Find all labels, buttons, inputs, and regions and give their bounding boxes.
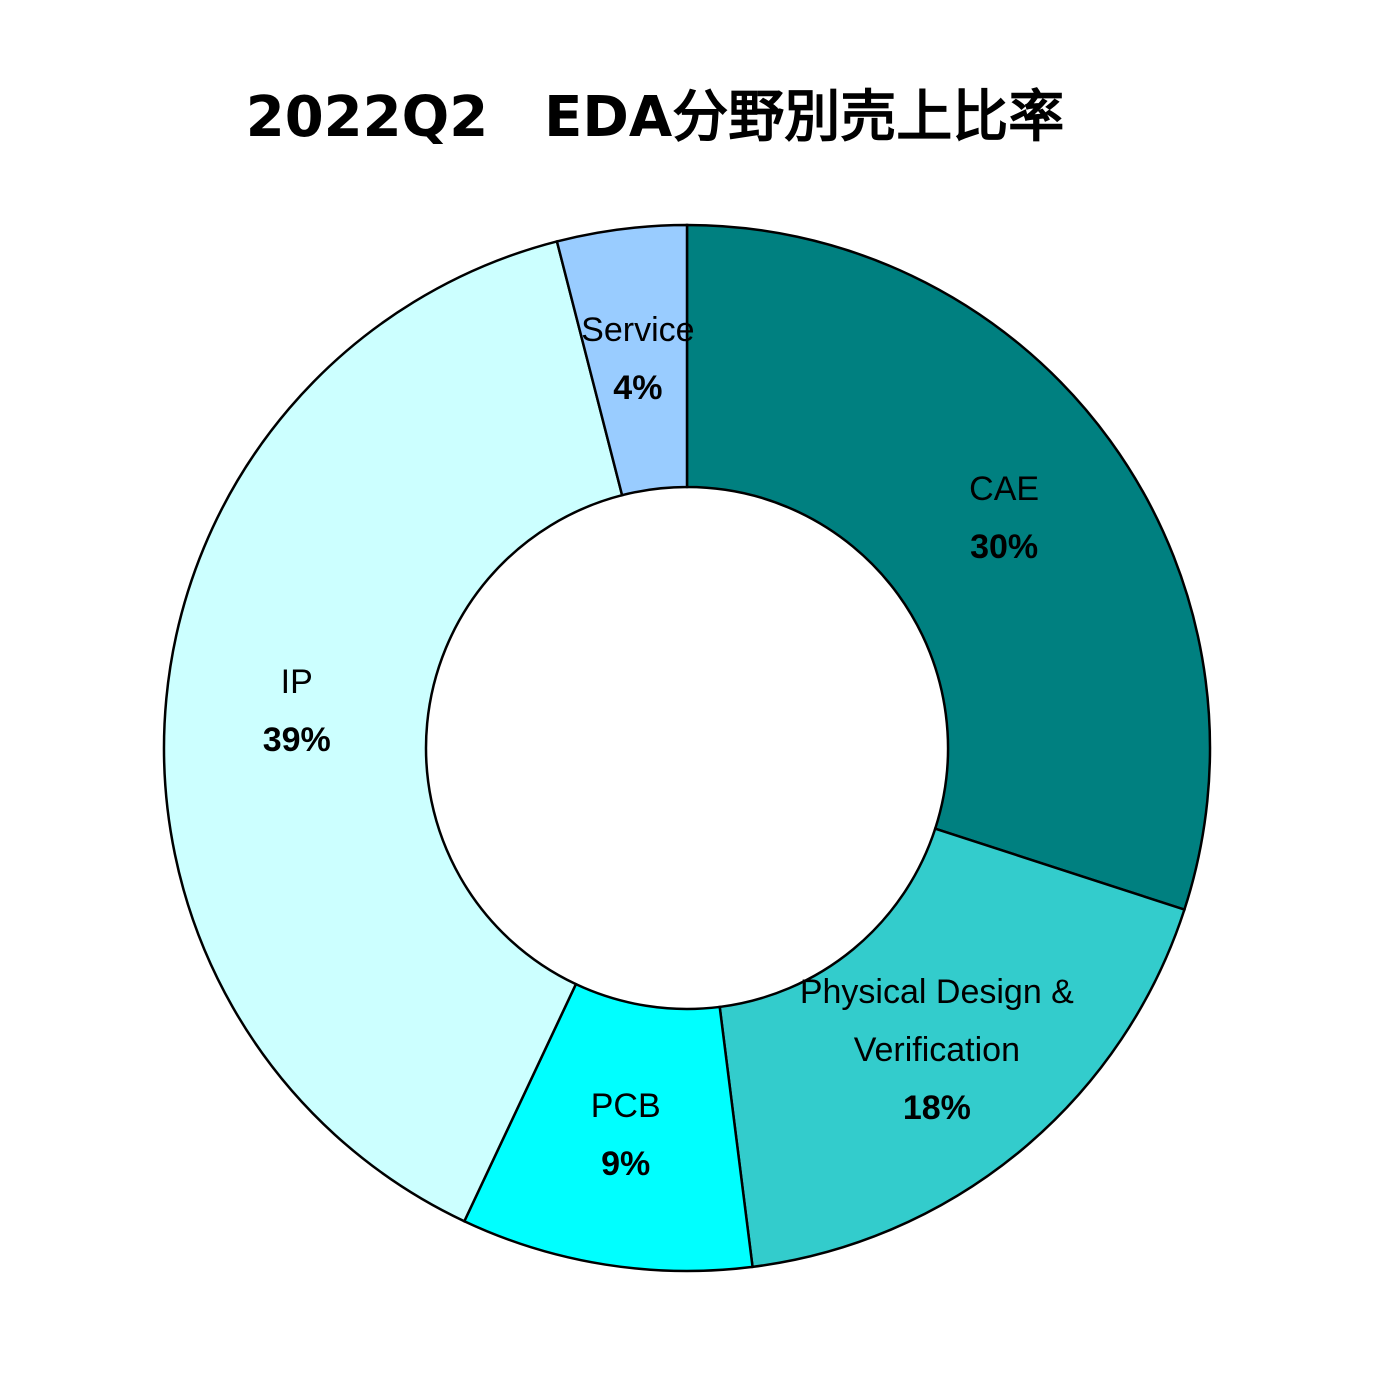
slice-label: IP 39% bbox=[263, 653, 331, 769]
chart-title: 2022Q2 EDA分野別売上比率 bbox=[245, 85, 1065, 150]
donut-slice bbox=[555, 223, 689, 497]
donut-slice bbox=[162, 239, 624, 1223]
category-label: Physical Design & Verification bbox=[799, 973, 1074, 1070]
donut-slice bbox=[718, 827, 1186, 1269]
value-label: 4% bbox=[613, 369, 663, 408]
value-label: 30% bbox=[970, 527, 1039, 566]
donut-slice bbox=[462, 982, 754, 1273]
slice-label: PCB 9% bbox=[591, 1077, 661, 1193]
value-label: 9% bbox=[601, 1145, 651, 1184]
donut-slice bbox=[685, 223, 1212, 912]
value-label: 18% bbox=[902, 1089, 971, 1128]
category-label: Service bbox=[581, 311, 695, 350]
category-label: IP bbox=[280, 663, 313, 702]
category-label: PCB bbox=[590, 1087, 661, 1126]
slice-label: CAE 30% bbox=[969, 460, 1039, 576]
slice-label: Service 4% bbox=[581, 301, 694, 417]
slice-label: Physical Design & Verification 18% bbox=[762, 963, 1112, 1137]
value-label: 39% bbox=[262, 721, 331, 760]
category-label: CAE bbox=[969, 469, 1040, 508]
